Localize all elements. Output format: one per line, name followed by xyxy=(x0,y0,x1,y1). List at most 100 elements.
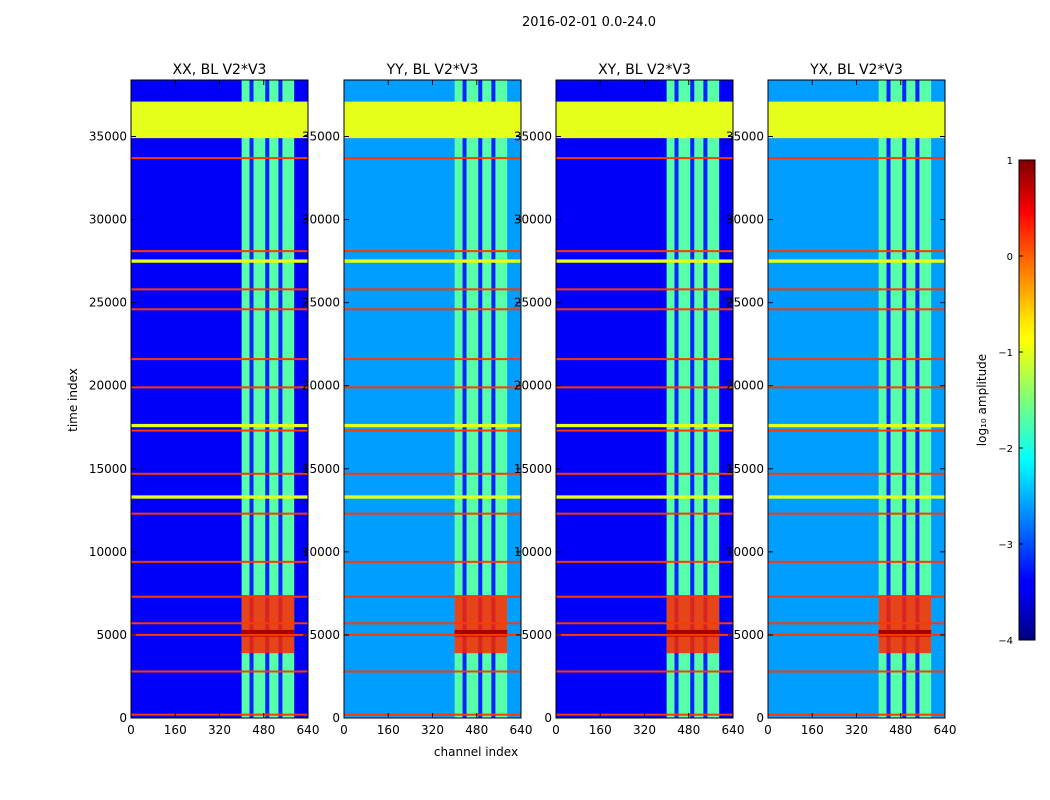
rfi-row xyxy=(768,622,945,625)
panel-title: XX, BL V2*V3 xyxy=(173,62,267,78)
x-tick-label: 160 xyxy=(164,723,187,737)
x-tick-label: 640 xyxy=(722,723,745,737)
rfi-row xyxy=(344,429,521,432)
x-tick-label: 320 xyxy=(421,723,444,737)
rfi-row xyxy=(768,472,945,475)
y-tick-label: 35000 xyxy=(514,129,552,143)
colorbar-tick-label: −4 xyxy=(998,636,1013,647)
channel-gap-stripe xyxy=(491,80,496,718)
x-tick-label: 0 xyxy=(552,723,560,737)
y-tick-label: 20000 xyxy=(514,379,552,393)
figure-suptitle: 2016-02-01 0.0-24.0 xyxy=(522,15,656,30)
rfi-row xyxy=(131,308,308,311)
rfi-row xyxy=(556,622,733,625)
y-tick-label: 5000 xyxy=(96,628,127,642)
x-tick-label: 320 xyxy=(208,723,231,737)
rfi-row xyxy=(768,429,945,432)
x-tick-label: 480 xyxy=(465,723,488,737)
y-tick-label: 0 xyxy=(119,711,127,725)
heatmap-panel: YX, BL V2*V3 0 160 320 480 640 0 5000 10000 15000… xyxy=(726,62,957,737)
colorbar-gradient xyxy=(1018,159,1036,641)
y-tick-label: 0 xyxy=(756,711,764,725)
rfi-row xyxy=(344,472,521,475)
rfi-row xyxy=(344,288,521,291)
rfi-row xyxy=(131,386,308,389)
rfi-row xyxy=(768,595,945,598)
colorbar-tick-label: −1 xyxy=(998,348,1013,359)
colorbar-label: log₁₀ amplitude xyxy=(975,354,989,446)
y-tick-label: 25000 xyxy=(514,296,552,310)
flagged-row xyxy=(556,495,733,499)
y-tick-label: 25000 xyxy=(89,296,127,310)
rfi-row xyxy=(344,386,521,389)
rfi-row xyxy=(768,560,945,563)
flagged-row xyxy=(556,423,733,428)
y-tick-label: 30000 xyxy=(89,213,127,227)
rfi-row xyxy=(131,670,308,673)
rfi-row xyxy=(131,250,308,253)
hot-region-core xyxy=(878,629,932,637)
y-tick-label: 15000 xyxy=(302,462,340,476)
channel-gap-stripe xyxy=(462,80,467,718)
rfi-row xyxy=(344,157,521,160)
y-tick-label: 10000 xyxy=(302,545,340,559)
rfi-row xyxy=(344,670,521,673)
hot-region-core xyxy=(241,629,295,637)
hot-region-core xyxy=(454,629,508,637)
y-tick-label: 35000 xyxy=(89,129,127,143)
rfi-row xyxy=(768,633,945,636)
rfi-row xyxy=(131,429,308,432)
rfi-row xyxy=(768,288,945,291)
x-tick-label: 320 xyxy=(633,723,656,737)
x-tick-label: 480 xyxy=(889,723,912,737)
channel-gap-stripe xyxy=(265,80,270,718)
y-axis-label: time index xyxy=(66,368,80,432)
y-tick-label: 15000 xyxy=(89,462,127,476)
y-tick-label: 10000 xyxy=(514,545,552,559)
channel-gap-stripe xyxy=(674,80,679,718)
rfi-row xyxy=(556,512,733,515)
rfi-row xyxy=(344,308,521,311)
flagged-row xyxy=(131,495,308,499)
rfi-row xyxy=(768,157,945,160)
y-tick-label: 20000 xyxy=(89,379,127,393)
colorbar-tick-label: 0 xyxy=(1007,252,1013,263)
heatmap-panel: XX, BL V2*V3 0 160 320 480 640 0 5000 10000 15000… xyxy=(89,62,320,737)
flagged-row xyxy=(556,259,733,263)
rfi-row xyxy=(768,250,945,253)
rfi-row xyxy=(556,472,733,475)
panel-title: YY, BL V2*V3 xyxy=(386,62,479,78)
channel-gap-stripe xyxy=(915,80,920,718)
flagged-row xyxy=(131,423,308,428)
y-tick-label: 25000 xyxy=(302,296,340,310)
x-tick-label: 160 xyxy=(589,723,612,737)
rfi-row xyxy=(556,670,733,673)
flagged-row xyxy=(556,101,733,139)
colorbar-tick-label: −3 xyxy=(998,540,1013,551)
flagged-row xyxy=(768,495,945,499)
rfi-row xyxy=(768,512,945,515)
y-tick-label: 35000 xyxy=(726,129,764,143)
flagged-row xyxy=(768,423,945,428)
rfi-row xyxy=(131,560,308,563)
y-tick-label: 20000 xyxy=(726,379,764,393)
rfi-row xyxy=(131,157,308,160)
rfi-row xyxy=(768,386,945,389)
y-tick-label: 0 xyxy=(332,711,340,725)
colorbar: 1 0 −1 −2 −3 −4 log₁₀ amplitude xyxy=(975,156,1036,647)
y-tick-label: 30000 xyxy=(302,213,340,227)
rfi-row xyxy=(131,512,308,515)
rfi-row xyxy=(131,472,308,475)
x-tick-label: 640 xyxy=(510,723,533,737)
channel-gap-stripe xyxy=(278,80,283,718)
rfi-row xyxy=(131,288,308,291)
x-tick-label: 0 xyxy=(340,723,348,737)
x-tick-label: 160 xyxy=(377,723,400,737)
x-tick-label: 640 xyxy=(934,723,957,737)
y-tick-label: 5000 xyxy=(521,628,552,642)
channel-gap-stripe xyxy=(478,80,483,718)
panel-title: YX, BL V2*V3 xyxy=(809,62,903,78)
rfi-row xyxy=(556,595,733,598)
flagged-row xyxy=(344,259,521,263)
x-tick-label: 320 xyxy=(845,723,868,737)
